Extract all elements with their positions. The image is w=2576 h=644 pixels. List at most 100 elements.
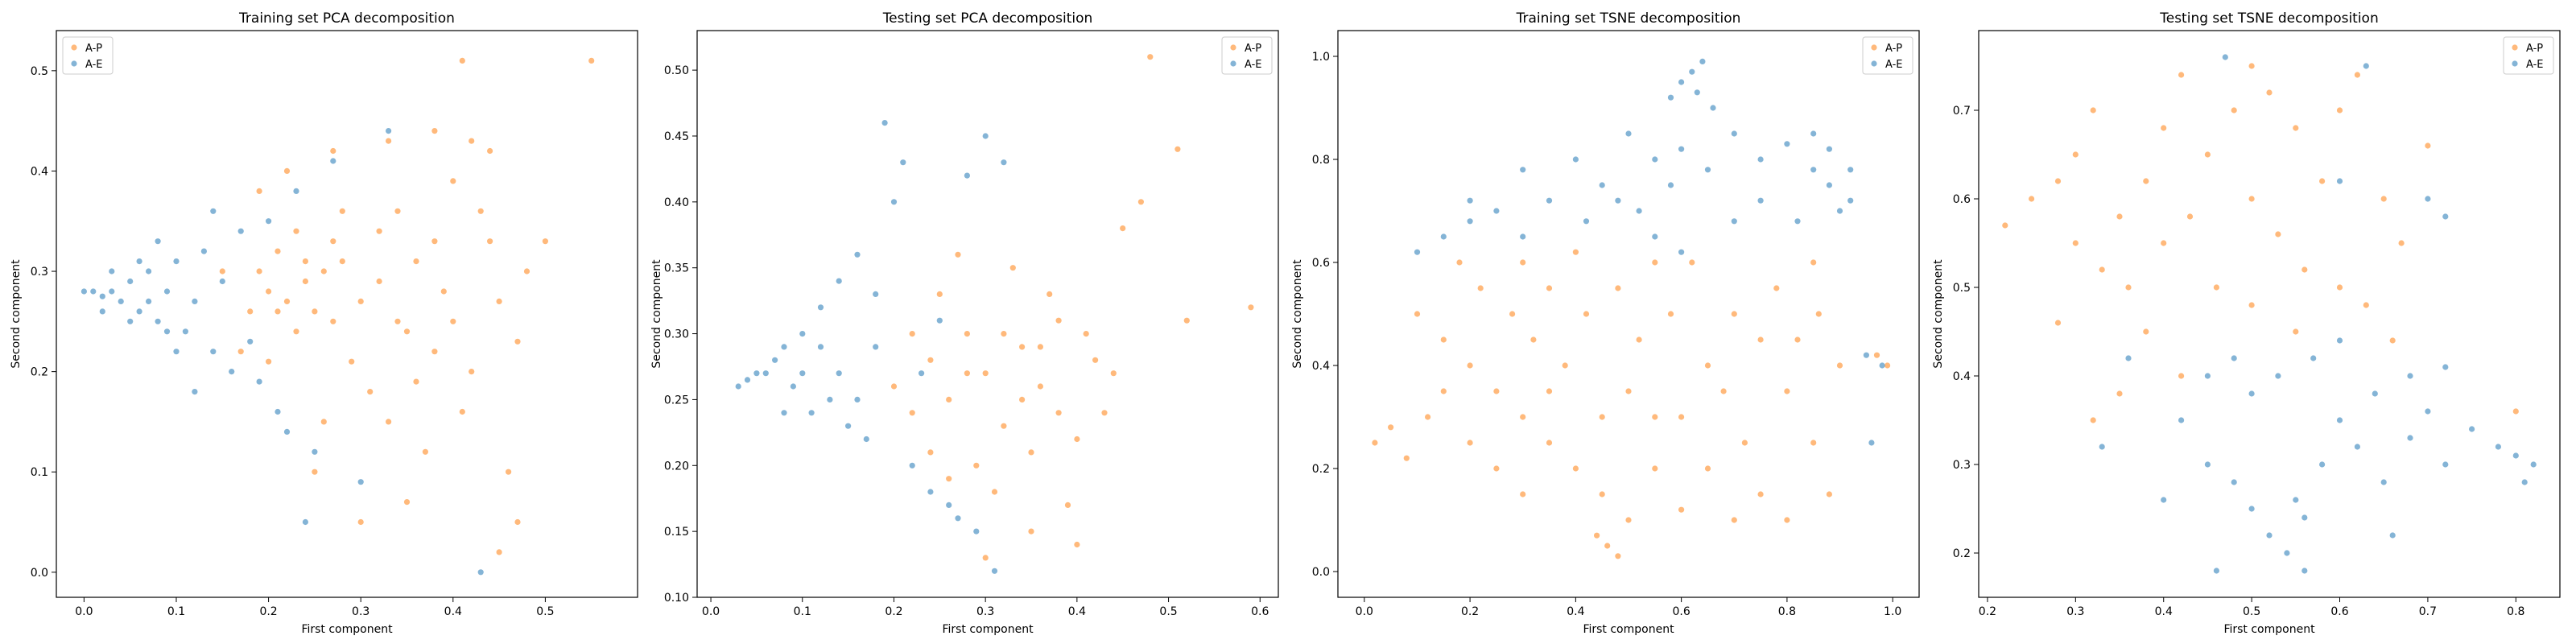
data-point-a-p xyxy=(1388,424,1394,431)
data-point-a-e xyxy=(2336,417,2343,423)
data-point-a-p xyxy=(403,499,411,506)
data-point-a-p xyxy=(946,396,952,402)
legend-marker-a-p xyxy=(1230,44,1236,51)
y-tick-label: 0.10 xyxy=(664,592,689,605)
data-point-a-e xyxy=(827,396,833,402)
data-point-a-p xyxy=(1092,357,1099,363)
data-point-a-e xyxy=(1847,197,1854,204)
data-point-a-p xyxy=(1652,465,1658,472)
data-point-a-p xyxy=(1689,259,1695,266)
data-point-a-e xyxy=(90,288,97,295)
data-point-a-p xyxy=(1001,423,1007,429)
data-point-a-p xyxy=(256,268,262,275)
data-point-a-e xyxy=(247,338,254,345)
data-point-a-p xyxy=(1757,336,1764,343)
data-point-a-e xyxy=(1836,208,1843,214)
chart-title: Testing set PCA decomposition xyxy=(882,10,1093,27)
data-point-a-p xyxy=(1055,410,1062,416)
data-point-a-p xyxy=(320,419,327,425)
data-point-a-p xyxy=(1101,410,1108,416)
x-tick-label: 0.0 xyxy=(702,605,720,618)
data-point-a-e xyxy=(854,396,861,402)
data-point-a-p xyxy=(1019,396,1026,402)
data-point-a-p xyxy=(1064,502,1071,509)
data-point-a-e xyxy=(1520,233,1526,240)
data-point-a-e xyxy=(146,298,152,304)
x-axis-label: First component xyxy=(942,623,1034,636)
data-point-a-p xyxy=(1546,388,1553,394)
data-point-a-p xyxy=(1704,465,1711,472)
data-point-a-e xyxy=(99,308,105,315)
data-point-a-p xyxy=(357,518,364,526)
data-point-a-p xyxy=(302,258,308,265)
data-point-a-e xyxy=(2125,355,2132,361)
data-point-a-e xyxy=(982,133,989,139)
data-point-a-e xyxy=(155,238,161,245)
data-point-a-e xyxy=(2336,337,2343,344)
data-point-a-e xyxy=(2363,63,2369,69)
data-point-a-p xyxy=(1757,491,1764,497)
data-point-a-e xyxy=(808,410,815,416)
legend-marker-a-e xyxy=(1871,60,1877,67)
data-point-a-p xyxy=(1636,336,1642,343)
data-point-a-e xyxy=(2512,452,2519,459)
data-point-a-e xyxy=(873,344,879,350)
data-point-a-e xyxy=(1652,156,1658,163)
data-point-a-e xyxy=(2178,417,2185,423)
y-tick-label: 0.5 xyxy=(1953,282,1971,295)
data-point-a-e xyxy=(266,218,272,225)
data-point-a-e xyxy=(2204,461,2211,468)
data-point-a-e xyxy=(146,268,152,275)
data-point-a-p xyxy=(2293,125,2299,131)
data-point-a-e xyxy=(283,428,291,436)
x-tick-label: 0.6 xyxy=(2330,605,2348,618)
y-axis-label: Second component xyxy=(10,259,23,369)
data-point-a-e xyxy=(2495,444,2501,450)
data-point-a-e xyxy=(1520,167,1526,173)
data-point-a-e xyxy=(330,158,336,164)
data-point-a-e xyxy=(790,383,797,390)
data-point-a-e xyxy=(1414,249,1421,255)
data-point-a-e xyxy=(1667,182,1674,188)
data-point-a-e xyxy=(2407,373,2413,379)
data-point-a-p xyxy=(588,57,595,64)
data-point-a-p xyxy=(1414,311,1421,317)
x-tick-label: 0.4 xyxy=(1567,605,1584,618)
legend: A-P A-E xyxy=(1221,36,1273,75)
data-point-a-e xyxy=(1652,233,1658,240)
data-point-a-p xyxy=(237,349,244,355)
data-point-a-p xyxy=(2213,284,2219,291)
data-point-a-p xyxy=(330,147,336,155)
x-tick-label: 0.2 xyxy=(259,605,277,618)
data-point-a-p xyxy=(459,408,465,415)
data-point-a-p xyxy=(982,370,989,377)
data-point-a-e xyxy=(109,268,115,275)
data-point-a-e xyxy=(2442,461,2449,468)
chart-panel-3: Training set TSNE decomposition 0.0 0.2 0.4… xyxy=(1291,10,1920,636)
data-point-a-e xyxy=(2530,461,2537,468)
data-point-a-p xyxy=(2425,142,2431,149)
data-point-a-p xyxy=(1667,311,1674,317)
data-point-a-e xyxy=(991,568,998,574)
x-tick-label: 0.6 xyxy=(1673,605,1690,618)
data-point-a-p xyxy=(266,358,272,365)
data-point-a-e xyxy=(836,370,842,377)
data-point-a-e xyxy=(127,318,134,324)
data-point-a-e xyxy=(2442,364,2449,370)
data-point-a-p xyxy=(302,278,308,285)
data-point-a-e xyxy=(163,328,171,335)
data-point-a-e xyxy=(2319,461,2326,468)
x-tick-label: 0.8 xyxy=(1778,605,1796,618)
data-point-a-p xyxy=(1520,259,1526,266)
data-point-a-p xyxy=(1009,265,1016,271)
data-point-a-e xyxy=(99,293,105,299)
data-point-a-p xyxy=(1594,532,1600,539)
data-point-a-p xyxy=(1810,259,1817,266)
y-tick-label: 0.7 xyxy=(1953,105,1971,118)
data-point-a-p xyxy=(991,489,998,495)
data-point-a-e xyxy=(1826,182,1832,188)
data-point-a-p xyxy=(459,57,465,64)
data-point-a-e xyxy=(2213,568,2219,574)
data-point-a-p xyxy=(1873,352,1880,358)
x-tick-label: 0.4 xyxy=(1068,605,1086,618)
